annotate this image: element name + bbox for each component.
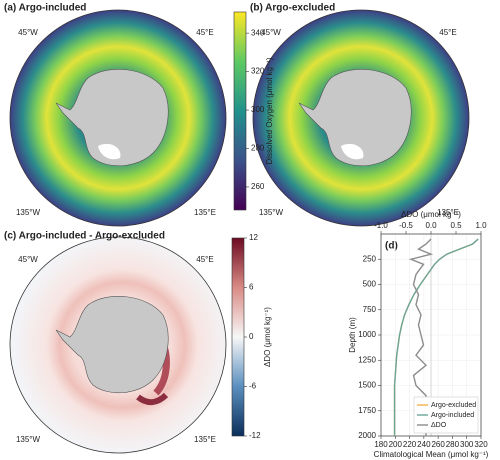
colorbar-tick-label: -12 [249, 431, 261, 440]
lon-label: 45°E [196, 255, 213, 264]
y-tick-label: 250 [363, 254, 377, 263]
x2-axis-label: ΔDO (μmol kg⁻¹) [401, 210, 461, 219]
y-tick-label: 2000 [358, 431, 376, 440]
y-tick-label: 500 [363, 280, 377, 289]
lon-label: 45°E [439, 28, 456, 37]
x-tick-label: 300 [460, 440, 474, 449]
lon-label: 135°W [16, 435, 41, 444]
colorbar [233, 11, 247, 211]
lon-label: 135°W [259, 208, 284, 217]
y-tick-label: 1500 [358, 381, 376, 390]
x2-tick-label: 1.0 [475, 221, 487, 230]
x-tick-label: 280 [446, 440, 460, 449]
series-line [393, 238, 479, 436]
x-tick-label: 220 [403, 440, 417, 449]
legend-label: Argo-excluded [431, 402, 476, 409]
colorbar-tick-label: 340 [251, 28, 265, 37]
colorbar-tick-label: -6 [249, 382, 257, 391]
colorbar [231, 237, 245, 437]
panel-title: (c) Argo-included - Argo-excluded [4, 231, 165, 242]
lon-label: 45°W [261, 28, 281, 37]
x2-tick-label: 0.0 [425, 221, 437, 230]
lon-label: 135°E [194, 435, 216, 444]
x-tick-label: 240 [417, 440, 431, 449]
x2-tick-label: 0.5 [450, 221, 462, 230]
colorbar-tick-label: 320 [251, 67, 265, 76]
colorbar-label: ΔDO (μmol kg⁻¹) [263, 307, 272, 367]
x-tick-label: 320 [474, 440, 488, 449]
lon-label: 135°E [194, 208, 216, 217]
x2-tick-label: -1.0 [374, 221, 388, 230]
colorbar-tick-label: 260 [251, 182, 265, 191]
lon-label: 135°E [437, 208, 459, 217]
panel-title: (d) [385, 241, 398, 252]
map-c [9, 236, 227, 454]
map-b [252, 9, 470, 227]
map-a [9, 9, 227, 227]
x-tick-label: 260 [431, 440, 445, 449]
y-axis-label: Depth (m) [348, 317, 357, 353]
y-tick-label: 1250 [358, 355, 376, 364]
y-tick-label: 1000 [358, 330, 376, 339]
colorbar-tick-label: 280 [251, 144, 265, 153]
x-axis-label: Climatological Mean (μmol kg⁻¹) [374, 450, 489, 459]
lon-label: 45°E [196, 28, 213, 37]
colorbar-tick-label: 300 [251, 105, 265, 114]
lon-label: 45°W [18, 255, 38, 264]
y-tick-label: 750 [363, 305, 377, 314]
colorbar-label: Dissolved Oxygen (μmol kg⁻¹) [265, 57, 274, 164]
lon-label: 45°W [18, 28, 38, 37]
colorbar-tick-label: 12 [249, 233, 258, 242]
legend-label: ΔDO [431, 422, 447, 429]
x2-tick-label: -0.5 [399, 221, 413, 230]
x-tick-label: 200 [389, 440, 403, 449]
plot-frame [380, 233, 482, 437]
y-tick-label: 1750 [358, 406, 376, 415]
lon-label: 135°W [16, 208, 41, 217]
panel-title: (a) Argo-included [4, 3, 86, 14]
colorbar-tick-label: 6 [249, 283, 254, 292]
x-tick-label: 180 [374, 440, 388, 449]
panel-title: (b) Argo-excluded [250, 3, 335, 14]
colorbar-tick-label: 0 [249, 332, 254, 341]
legend-label: Argo-included [431, 412, 474, 419]
